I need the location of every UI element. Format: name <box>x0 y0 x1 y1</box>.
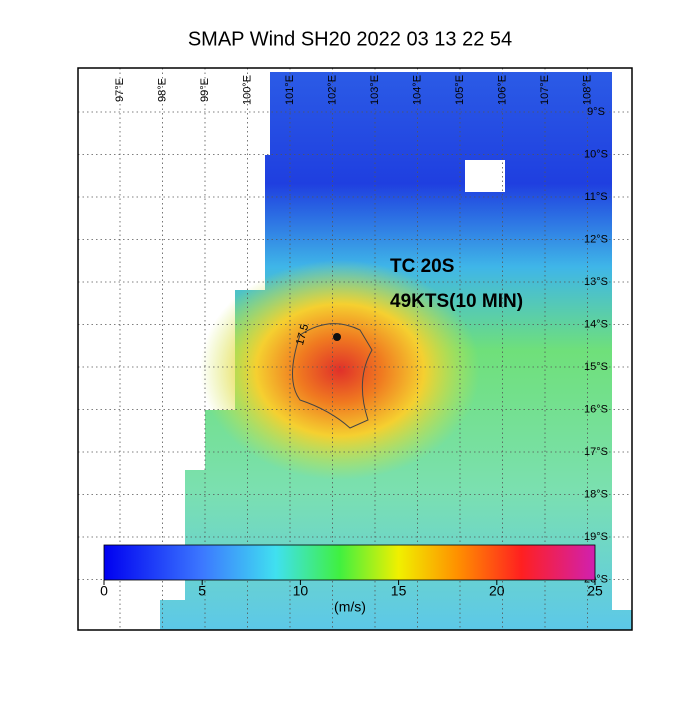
map-frame <box>77 67 633 631</box>
latitude-label: 9°S <box>587 106 605 118</box>
longitude-label: 106°E <box>496 75 508 105</box>
colorbar-tick-label: 10 <box>293 583 309 599</box>
latitude-label: 10°S <box>584 148 608 160</box>
annotation: TC 20S <box>390 256 454 277</box>
annotation: 49KTS(10 MIN) <box>390 291 523 312</box>
latitude-label: 12°S <box>584 233 608 245</box>
contour-label: 17.5 <box>294 323 311 347</box>
longitude-label: 100°E <box>241 75 253 105</box>
longitude-label: 98°E <box>156 78 168 102</box>
longitude-label: 97°E <box>114 78 126 102</box>
longitude-label: 103°E <box>369 75 381 105</box>
latitude-label: 16°S <box>584 403 608 415</box>
colorbar-tick-label: 15 <box>391 583 407 599</box>
latitude-label: 19°S <box>584 531 608 543</box>
longitude-label: 99°E <box>199 78 211 102</box>
colorbar-tick-label: 0 <box>100 583 108 599</box>
colorbar-axis: 0 5 10 15 20 25 <box>100 580 603 599</box>
longitude-label: 105°E <box>454 75 466 105</box>
storm-center <box>333 333 341 341</box>
graticule: 97°E 98°E 99°E 100°E 101°E 102°E 103°E 104°E 105… <box>78 68 632 630</box>
colorbar-unit: (m/s) <box>334 599 366 615</box>
colorbar-tick-label: 20 <box>489 583 505 599</box>
colorbar-tick-label: 5 <box>198 583 206 599</box>
contour <box>292 323 373 429</box>
latitude-label: 13°S <box>584 276 608 288</box>
longitude-label: 104°E <box>411 75 423 105</box>
longitude-label: 101°E <box>284 75 296 105</box>
latitude-label: 11°S <box>584 191 607 203</box>
longitude-label: 102°E <box>326 75 338 105</box>
latitude-label: 17°S <box>584 446 608 458</box>
storm-core <box>200 260 480 480</box>
longitude-label: 107°E <box>539 75 551 105</box>
latitude-label: 14°S <box>584 318 608 330</box>
data-gap <box>465 160 505 192</box>
wind-field <box>160 72 632 630</box>
latitude-label: 15°S <box>584 361 608 373</box>
colorbar <box>103 544 596 581</box>
longitude-label: 108°E <box>581 75 593 105</box>
title: SMAP Wind SH20 2022 03 13 22 54 <box>188 28 512 50</box>
latitude-label: 18°S <box>584 488 608 500</box>
colorbar-tick-label: 25 <box>587 583 603 599</box>
